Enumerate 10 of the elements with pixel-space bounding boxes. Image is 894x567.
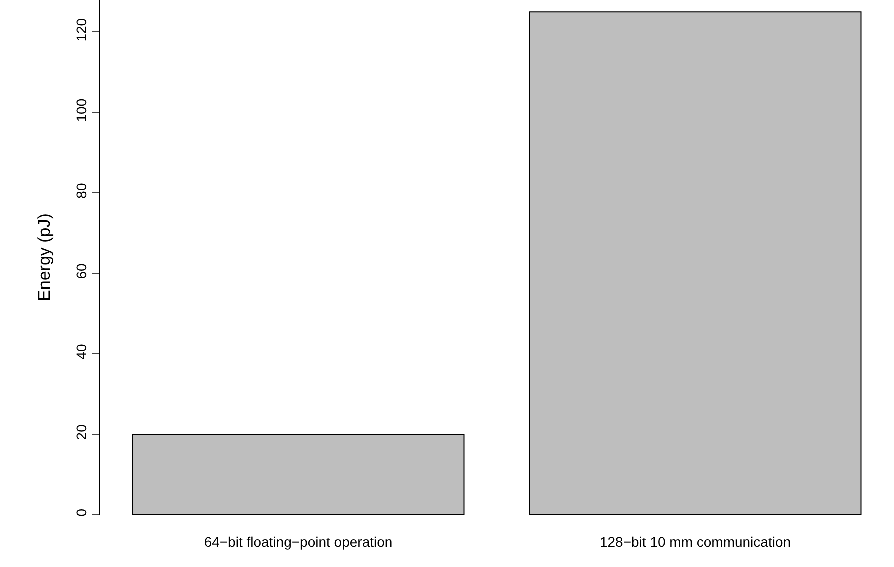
y-tick-label: 120 (73, 18, 90, 42)
y-tick-label: 100 (73, 98, 90, 122)
x-tick-label: 64−bit floating−point operation (204, 534, 393, 550)
y-tick-label: 60 (73, 263, 90, 280)
y-tick-label: 20 (73, 424, 90, 440)
y-tick-label: 40 (73, 344, 90, 360)
x-tick-label: 128−bit 10 mm communication (600, 534, 792, 550)
y-tick-label: 0 (73, 508, 90, 517)
y-axis-title: Energy (pJ) (34, 214, 54, 302)
y-tick-label: 80 (73, 183, 90, 199)
